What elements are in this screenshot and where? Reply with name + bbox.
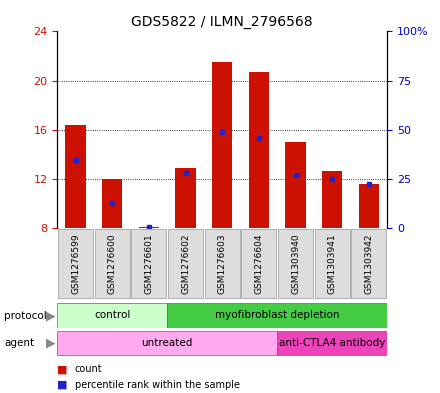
Text: ■: ■ <box>57 380 68 390</box>
Text: GSM1303941: GSM1303941 <box>328 233 337 294</box>
FancyBboxPatch shape <box>58 229 93 298</box>
Bar <box>359 184 379 228</box>
Text: GSM1276602: GSM1276602 <box>181 233 190 294</box>
FancyBboxPatch shape <box>95 229 130 298</box>
Bar <box>249 72 269 228</box>
Bar <box>286 142 306 228</box>
Text: GSM1276600: GSM1276600 <box>108 233 117 294</box>
Bar <box>212 62 232 228</box>
FancyBboxPatch shape <box>57 331 277 355</box>
Text: GSM1303942: GSM1303942 <box>364 233 374 294</box>
Text: percentile rank within the sample: percentile rank within the sample <box>75 380 240 390</box>
Text: ▶: ▶ <box>46 309 56 322</box>
Text: ■: ■ <box>57 364 68 375</box>
Bar <box>66 125 86 228</box>
FancyBboxPatch shape <box>205 229 240 298</box>
Text: untreated: untreated <box>142 338 193 348</box>
FancyBboxPatch shape <box>351 229 386 298</box>
Text: GSM1276604: GSM1276604 <box>254 233 264 294</box>
Bar <box>322 171 342 228</box>
Text: protocol: protocol <box>4 310 47 321</box>
Bar <box>139 227 159 228</box>
FancyBboxPatch shape <box>241 229 276 298</box>
Text: GSM1276603: GSM1276603 <box>218 233 227 294</box>
Text: GSM1276599: GSM1276599 <box>71 233 80 294</box>
Text: control: control <box>94 310 130 320</box>
FancyBboxPatch shape <box>167 303 387 328</box>
FancyBboxPatch shape <box>168 229 203 298</box>
Text: ▶: ▶ <box>46 336 56 350</box>
Bar <box>176 168 196 228</box>
FancyBboxPatch shape <box>277 331 387 355</box>
Title: GDS5822 / ILMN_2796568: GDS5822 / ILMN_2796568 <box>132 15 313 29</box>
Text: count: count <box>75 364 103 375</box>
Bar <box>102 179 122 228</box>
FancyBboxPatch shape <box>315 229 350 298</box>
Text: GSM1276601: GSM1276601 <box>144 233 154 294</box>
FancyBboxPatch shape <box>278 229 313 298</box>
Text: myofibroblast depletion: myofibroblast depletion <box>215 310 339 320</box>
FancyBboxPatch shape <box>57 303 167 328</box>
Text: anti-CTLA4 antibody: anti-CTLA4 antibody <box>279 338 385 348</box>
Text: GSM1303940: GSM1303940 <box>291 233 300 294</box>
FancyBboxPatch shape <box>131 229 166 298</box>
Text: agent: agent <box>4 338 34 348</box>
